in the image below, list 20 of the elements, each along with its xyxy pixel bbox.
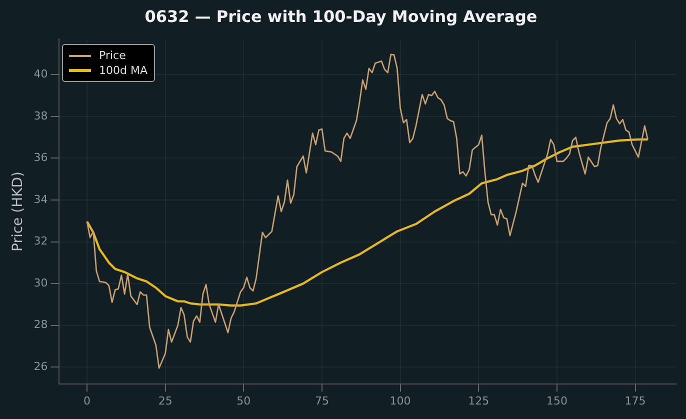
y-tick-label: 28: [34, 318, 48, 332]
legend-label: 100d MA: [99, 64, 148, 77]
y-tick-label: 32: [34, 234, 48, 248]
legend-label: Price: [99, 49, 126, 62]
y-tick-label: 34: [34, 192, 48, 206]
x-tick-label: 25: [158, 394, 172, 408]
x-tick-label: 50: [236, 394, 251, 408]
y-tick-label: 38: [34, 109, 48, 122]
x-tick-label: 125: [468, 394, 490, 408]
x-tick-label: 150: [546, 394, 568, 408]
y-tick-label: 30: [34, 276, 48, 290]
y-tick-label: 36: [34, 151, 48, 164]
y-axis-title: Price (HKD): [10, 171, 26, 252]
y-tick-label: 26: [34, 360, 48, 373]
x-tick-label: 100: [390, 394, 411, 408]
x-tick-label: 0: [83, 394, 90, 408]
chart-title: 0632 — Price with 100-Day Moving Average: [144, 6, 538, 26]
x-tick-label: 175: [624, 394, 646, 408]
x-tick-label: 75: [314, 394, 329, 408]
y-tick-label: 40: [34, 68, 48, 81]
